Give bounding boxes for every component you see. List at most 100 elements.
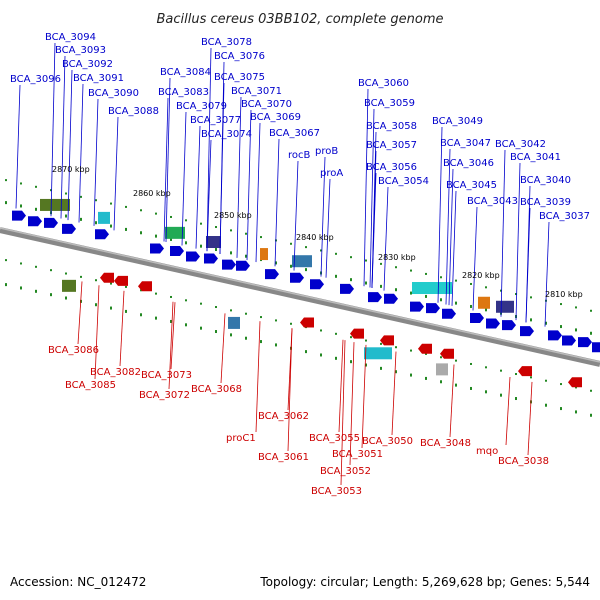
tick-mark [215,248,217,252]
tick-mark [365,259,367,262]
tick-mark [530,318,532,322]
tick-mark [80,195,82,198]
tick-mark [395,370,397,374]
forward-gene [548,330,562,341]
tick-mark [365,339,367,342]
forward-gene [186,251,200,262]
forward-feature-block [98,211,110,224]
tick-mark [380,366,382,370]
reverse-feature-block [364,347,392,360]
reverse-gene-label: BCA_3061 [258,452,309,463]
reverse-gene [350,328,364,339]
genome-backbone-highlight [0,227,600,363]
tick-mark [140,289,142,292]
label-leader [77,281,83,345]
tick-mark [380,342,382,345]
scale-mark-label: 2830 kbp [378,253,416,262]
forward-gene [44,217,58,228]
label-leader [60,55,66,219]
tick-mark [410,291,412,295]
reverse-gene-label: BCA_3082 [90,367,141,378]
tick-mark [170,215,172,218]
label-leader [113,116,119,231]
reverse-gene [138,281,152,292]
forward-feature-block [260,248,268,261]
scale-mark-label: 2820 kbp [462,271,500,280]
forward-gene-label: BCA_3041 [510,152,561,163]
tick-mark [455,383,457,387]
tick-mark [110,306,112,310]
forward-feature-block [478,296,490,309]
label-leader [287,328,293,452]
label-leader [320,156,326,277]
label-leader [255,321,261,433]
forward-gene-label: BCA_3060 [358,78,409,89]
scale-mark-label: 2850 kbp [214,211,252,220]
label-leader [437,126,443,303]
forward-gene [520,326,534,337]
forward-feature-block [40,198,70,211]
tick-mark [200,244,202,248]
tick-mark [590,309,592,312]
forward-gene [12,210,26,221]
tick-mark [245,336,247,340]
tick-mark [80,275,82,278]
forward-gene [410,301,424,312]
forward-feature-block [496,300,514,313]
tick-mark [590,389,592,392]
tick-mark [545,379,547,382]
label-leader [67,69,73,221]
forward-gene [170,245,184,256]
tick-mark [65,192,67,195]
tick-mark [380,284,382,288]
forward-gene-label: BCA_3049 [432,116,483,127]
tick-mark [305,246,307,249]
tick-mark [560,407,562,411]
tick-mark [110,282,112,285]
forward-gene [578,337,592,348]
tick-mark [35,289,37,293]
forward-gene [62,223,76,234]
tick-mark [185,299,187,302]
forward-gene-label: BCA_3092 [62,59,113,70]
tick-mark [5,179,7,182]
tick-mark [425,294,427,298]
label-leader [445,148,451,305]
forward-gene [236,260,250,271]
tick-mark [125,309,127,313]
label-leader [451,190,457,306]
tick-mark [245,232,247,235]
tick-mark [200,326,202,330]
forward-gene [368,292,382,303]
label-leader [119,290,125,367]
reverse-gene-label: BCA_3050 [362,436,413,447]
tick-mark [350,256,352,259]
label-leader [349,342,355,466]
tick-mark [290,242,292,245]
tick-mark [590,413,592,417]
reverse-gene [418,343,432,354]
forward-gene [95,229,109,240]
forward-gene [384,293,398,304]
reverse-gene-label: BCA_3048 [420,438,471,449]
label-leader [293,160,299,271]
forward-feature-block [165,226,185,239]
tick-mark [395,266,397,269]
tick-mark [350,360,352,364]
reverse-gene [100,272,114,283]
tick-mark [350,278,352,282]
reverse-gene [114,275,128,286]
tick-mark [275,261,277,265]
label-leader [15,84,21,209]
forward-gene-label: BCA_3040 [520,175,571,186]
tick-mark [95,303,97,307]
label-leader [338,339,344,433]
forward-gene-label: BCA_3078 [201,37,252,48]
reverse-gene-label: BCA_3051 [332,449,383,460]
label-leader [363,88,369,287]
reverse-gene [518,366,532,377]
label-leader [78,83,84,223]
forward-gene [222,259,236,270]
forward-gene-label: BCA_3069 [250,112,301,123]
tick-mark [440,276,442,279]
